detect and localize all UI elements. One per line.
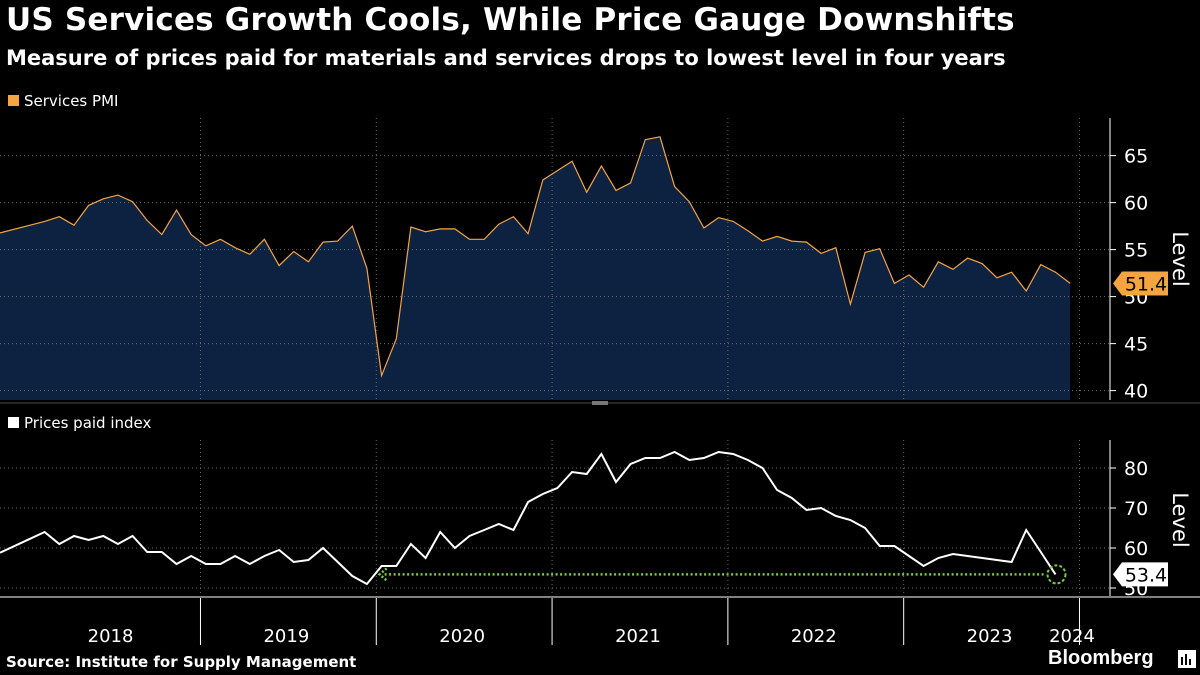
prices-line — [0, 450, 1057, 586]
pmi-ytick-label: 65 — [1124, 146, 1148, 168]
pmi-legend-label: Services PMI — [24, 92, 118, 110]
highlight-circle — [1046, 564, 1067, 585]
prices-last-value: 53.4 — [1125, 564, 1167, 586]
pmi-legend-swatch — [8, 95, 19, 106]
chart-title: US Services Growth Cools, While Price Ga… — [6, 2, 1015, 38]
prices-ytick-label: 60 — [1124, 538, 1148, 560]
pmi-y-axis-title: Level — [1168, 231, 1192, 286]
pmi-last-value: 51.4 — [1125, 273, 1167, 295]
prices-last-value-badge — [1113, 562, 1168, 587]
x-tick-label: 2022 — [791, 626, 837, 647]
prices-legend-label: Prices paid index — [24, 414, 152, 432]
source-note: Source: Institute for Supply Management — [6, 653, 357, 671]
pmi-ytick-label: 45 — [1124, 334, 1148, 356]
pmi-area — [0, 136, 1071, 401]
brand-logo: Bloomberg — [1048, 647, 1154, 669]
pmi-last-value-badge — [1113, 271, 1168, 296]
prices-legend-swatch — [8, 417, 19, 428]
x-tick-label: 2018 — [88, 626, 134, 647]
x-tick-label: 2024 — [1049, 626, 1095, 647]
pmi-ytick-label: 55 — [1124, 240, 1148, 262]
pmi-line — [0, 136, 1071, 378]
bar-chart-icon — [1178, 650, 1196, 668]
prices-ytick-label: 70 — [1124, 498, 1148, 520]
pmi-ytick-label: 60 — [1124, 193, 1148, 215]
pmi-ytick-label: 40 — [1124, 381, 1148, 403]
arrow-left-icon — [377, 567, 388, 582]
chart-subtitle: Measure of prices paid for materials and… — [6, 46, 1006, 70]
prices-y-axis-title: Level — [1168, 492, 1192, 547]
panel-resize-handle — [592, 401, 608, 405]
x-tick-label: 2023 — [967, 626, 1013, 647]
x-tick-label: 2019 — [263, 626, 309, 647]
x-tick-label: 2020 — [439, 626, 485, 647]
prices-ytick-label: 80 — [1124, 458, 1148, 480]
x-tick-label: 2021 — [615, 626, 661, 647]
